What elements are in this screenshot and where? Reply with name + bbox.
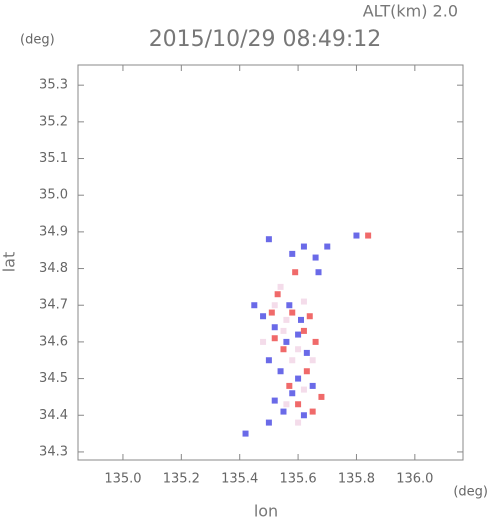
y-tick-label: 35.0: [39, 188, 68, 203]
data-point: [260, 313, 267, 320]
x-tick-label: 135.4: [221, 472, 258, 487]
x-axis-label: lon: [254, 502, 278, 521]
data-point: [271, 397, 278, 404]
data-point: [286, 302, 293, 309]
y-tick-label: 35.3: [39, 78, 68, 93]
data-point: [300, 243, 307, 250]
data-point: [260, 338, 267, 345]
data-point: [295, 331, 302, 338]
data-point: [300, 386, 307, 393]
x-tick-label: 135.8: [338, 472, 375, 487]
data-point: [271, 324, 278, 331]
data-point: [274, 291, 281, 298]
y-tick-label: 35.2: [39, 114, 68, 129]
x-tick-label: 135.6: [279, 472, 316, 487]
data-point: [280, 346, 287, 353]
data-point: [271, 335, 278, 342]
x-unit: (deg): [453, 485, 488, 500]
data-point: [353, 232, 360, 239]
data-point: [251, 302, 258, 309]
y-tick-label: 34.8: [39, 261, 68, 276]
y-tick-label: 34.5: [39, 371, 68, 386]
data-point: [309, 382, 316, 389]
data-point: [309, 408, 316, 415]
data-point: [265, 419, 272, 426]
y-tick-label: 35.1: [39, 151, 68, 166]
data-point: [303, 349, 310, 356]
data-point: [298, 316, 305, 323]
data-point: [265, 357, 272, 364]
data-point: [283, 316, 290, 323]
data-point: [271, 302, 278, 309]
y-tick-label: 34.6: [39, 334, 68, 349]
x-tick-label: 135.0: [104, 472, 141, 487]
data-point: [318, 393, 325, 400]
x-tick-label: 135.2: [163, 472, 200, 487]
data-point: [289, 390, 296, 397]
chart-title: 2015/10/29 08:49:12: [149, 27, 382, 52]
data-point: [295, 346, 302, 353]
data-point: [289, 250, 296, 257]
data-point: [292, 269, 299, 276]
y-unit: (deg): [20, 33, 55, 48]
data-point: [295, 375, 302, 382]
y-tick-label: 34.4: [39, 408, 68, 423]
data-point: [277, 283, 284, 290]
annotation: ALT(km) 2.0: [363, 2, 458, 21]
data-point: [280, 408, 287, 415]
y-tick-label: 34.7: [39, 298, 68, 313]
data-point: [300, 298, 307, 305]
data-point: [289, 309, 296, 316]
x-tick-label: 136.0: [396, 472, 433, 487]
data-point: [289, 357, 296, 364]
data-point: [283, 401, 290, 408]
data-point: [365, 232, 372, 239]
data-point: [265, 236, 272, 243]
data-point: [268, 309, 275, 316]
data-point: [280, 327, 287, 334]
data-point: [300, 327, 307, 334]
data-point: [306, 313, 313, 320]
plot-frame: [77, 64, 464, 461]
data-point: [312, 338, 319, 345]
data-point: [324, 243, 331, 250]
data-point: [295, 419, 302, 426]
data-point: [286, 382, 293, 389]
data-point: [277, 368, 284, 375]
y-tick-label: 34.3: [39, 444, 68, 459]
data-point: [283, 338, 290, 345]
data-point: [312, 254, 319, 261]
data-point: [309, 357, 316, 364]
data-point: [242, 430, 249, 437]
data-point: [300, 412, 307, 419]
y-tick-label: 34.9: [39, 224, 68, 239]
data-point: [303, 368, 310, 375]
y-axis-label: lat: [0, 252, 19, 273]
data-point: [315, 269, 322, 276]
data-point: [295, 401, 302, 408]
